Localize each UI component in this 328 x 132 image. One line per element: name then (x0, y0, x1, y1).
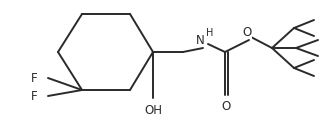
Text: F: F (31, 72, 38, 84)
Text: O: O (242, 25, 252, 39)
Text: N: N (195, 34, 204, 46)
Text: H: H (206, 28, 214, 38)
Text: F: F (31, 89, 38, 103)
Text: OH: OH (144, 103, 162, 117)
Text: O: O (221, 100, 231, 114)
